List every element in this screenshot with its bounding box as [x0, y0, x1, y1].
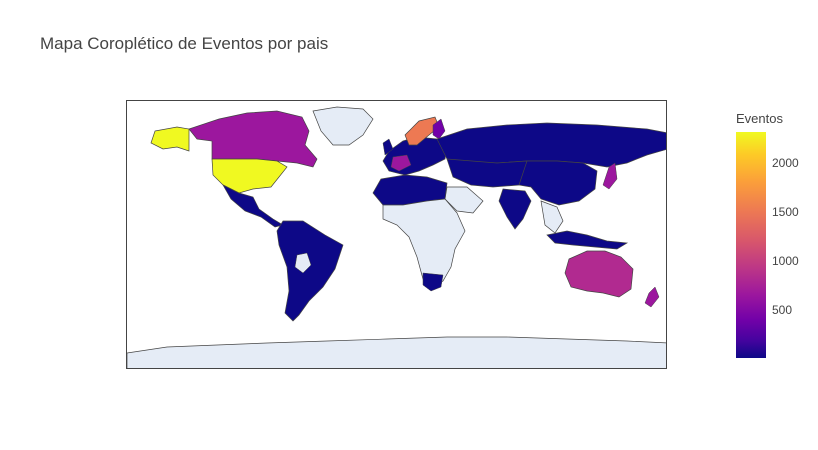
colorbar-tick-2000: 2000	[772, 156, 799, 170]
australia	[564, 250, 634, 298]
usa	[211, 158, 288, 194]
southeast-asia	[540, 200, 564, 234]
colorbar	[736, 132, 766, 358]
chart-title: Mapa Coroplético de Eventos por pais	[40, 34, 329, 53]
map-frame	[126, 100, 667, 369]
indonesia	[546, 230, 629, 250]
colorbar-tick-1000: 1000	[772, 254, 799, 268]
colorbar-title: Eventos	[736, 111, 783, 126]
canada	[188, 110, 318, 168]
colorbar-tick-500: 500	[772, 303, 793, 317]
mexico	[222, 184, 284, 228]
china	[518, 160, 598, 206]
colorbar-tick-1500: 1500	[772, 205, 799, 219]
russia	[436, 122, 666, 168]
south-america	[276, 220, 344, 322]
world-map	[127, 106, 666, 368]
alaska	[150, 126, 190, 152]
greenland	[312, 106, 374, 146]
antarctica	[127, 336, 666, 368]
uk	[382, 138, 394, 156]
india	[498, 188, 532, 230]
new-zealand	[644, 286, 660, 308]
africa	[382, 198, 466, 288]
finland	[432, 118, 446, 140]
japan	[602, 162, 618, 190]
south-africa	[422, 272, 444, 292]
france	[390, 154, 412, 172]
bolivia	[294, 252, 312, 274]
